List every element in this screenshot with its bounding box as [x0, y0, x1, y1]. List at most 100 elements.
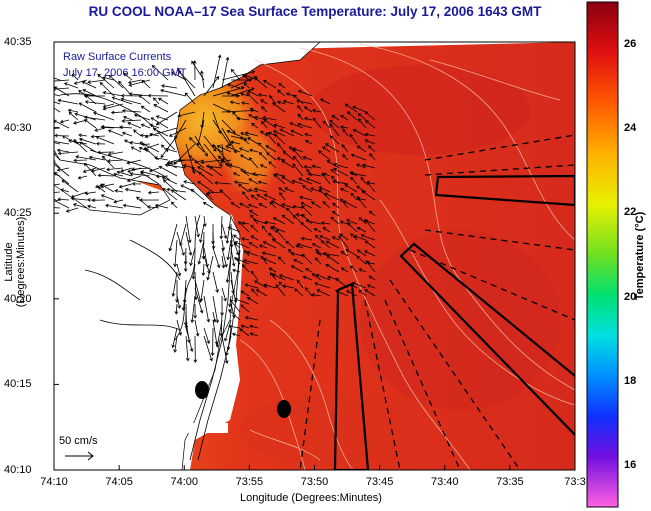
current-vector [340, 198, 349, 209]
current-vector [185, 327, 194, 352]
colorbar [586, 1, 619, 508]
current-vector [363, 250, 376, 257]
current-vector [101, 155, 115, 169]
current-vector [247, 90, 259, 97]
current-vector [54, 101, 61, 105]
current-vector [250, 224, 259, 233]
current-vector [326, 255, 340, 265]
current-vector [177, 67, 196, 97]
sampling-boxes [333, 174, 575, 470]
colorbar-tick-label: 22 [624, 206, 637, 219]
current-vector [365, 120, 376, 129]
current-vector [119, 125, 133, 130]
current-vector [93, 111, 115, 121]
current-vector [210, 327, 215, 357]
current-vector [83, 115, 106, 121]
current-vector [224, 162, 241, 169]
current-vector [273, 130, 286, 137]
current-vector [364, 139, 376, 145]
current-vector [265, 132, 277, 145]
current-vector [201, 263, 206, 277]
current-vector [244, 283, 259, 289]
current-vector [298, 177, 313, 185]
x-tick-label: 74:00 [170, 476, 199, 488]
current-vector [281, 176, 295, 185]
current-vector [198, 223, 205, 244]
current-vector [269, 94, 277, 105]
current-vector [184, 92, 196, 105]
current-vector [356, 255, 367, 265]
current-vector [73, 79, 88, 85]
current-vector [360, 234, 376, 241]
current-vector [219, 215, 224, 240]
current-vector [154, 156, 169, 161]
current-vector [324, 192, 340, 201]
current-vector [197, 181, 214, 193]
current-vector [254, 77, 268, 89]
current-vector [97, 173, 115, 178]
current-vector [91, 198, 106, 203]
current-vectors [54, 54, 376, 365]
current-vector [63, 82, 79, 89]
current-vector [110, 110, 124, 115]
current-vector [276, 142, 286, 153]
current-vector [349, 265, 358, 273]
current-vector [54, 171, 70, 185]
current-vector [212, 295, 220, 324]
current-vector [299, 195, 313, 201]
current-vector [322, 201, 331, 209]
current-vector [212, 119, 231, 147]
current-vector [121, 108, 142, 113]
current-vector [320, 221, 331, 225]
current-vector [300, 222, 313, 233]
current-vector [250, 270, 259, 281]
land-mass [54, 42, 321, 470]
current-vector [322, 146, 331, 153]
current-vector [54, 127, 61, 129]
current-vector [111, 96, 133, 105]
current-vector [271, 200, 286, 209]
current-vector [61, 179, 79, 193]
current-vector [173, 239, 178, 268]
current-vector [234, 297, 250, 305]
current-vector [225, 215, 232, 244]
current-vector [331, 115, 340, 121]
current-vector [347, 222, 358, 233]
current-vector [83, 93, 106, 98]
current-vector [304, 287, 313, 297]
current-vector [78, 102, 97, 113]
current-vector [293, 94, 304, 105]
current-vector [203, 255, 211, 275]
current-vector [364, 132, 376, 137]
current-vector [233, 234, 241, 241]
current-vector [253, 187, 268, 193]
x-tick-label: 73:3 [564, 476, 586, 488]
current-vector [311, 243, 322, 249]
current-vector [357, 113, 367, 121]
current-vector [155, 174, 169, 179]
current-vector [297, 105, 304, 113]
current-vector [297, 89, 313, 97]
current-vector [171, 271, 178, 297]
y-tick-label: 40:25 [4, 207, 32, 220]
current-vector [194, 319, 200, 337]
current-vector [266, 152, 277, 161]
current-vector [216, 144, 232, 153]
current-vector [153, 97, 160, 105]
current-vector [252, 172, 268, 177]
current-vector [275, 284, 286, 297]
current-vector [212, 247, 221, 269]
current-vector [254, 280, 268, 289]
current-vector [221, 335, 229, 365]
current-vector [88, 155, 106, 161]
current-vector [322, 120, 331, 129]
current-vector [155, 111, 178, 126]
current-vector [191, 60, 205, 81]
current-vector [244, 131, 259, 137]
current-vector [261, 120, 268, 129]
current-vector [54, 141, 70, 145]
current-vector [141, 79, 151, 89]
current-vector [368, 145, 376, 153]
current-vector [272, 102, 286, 113]
